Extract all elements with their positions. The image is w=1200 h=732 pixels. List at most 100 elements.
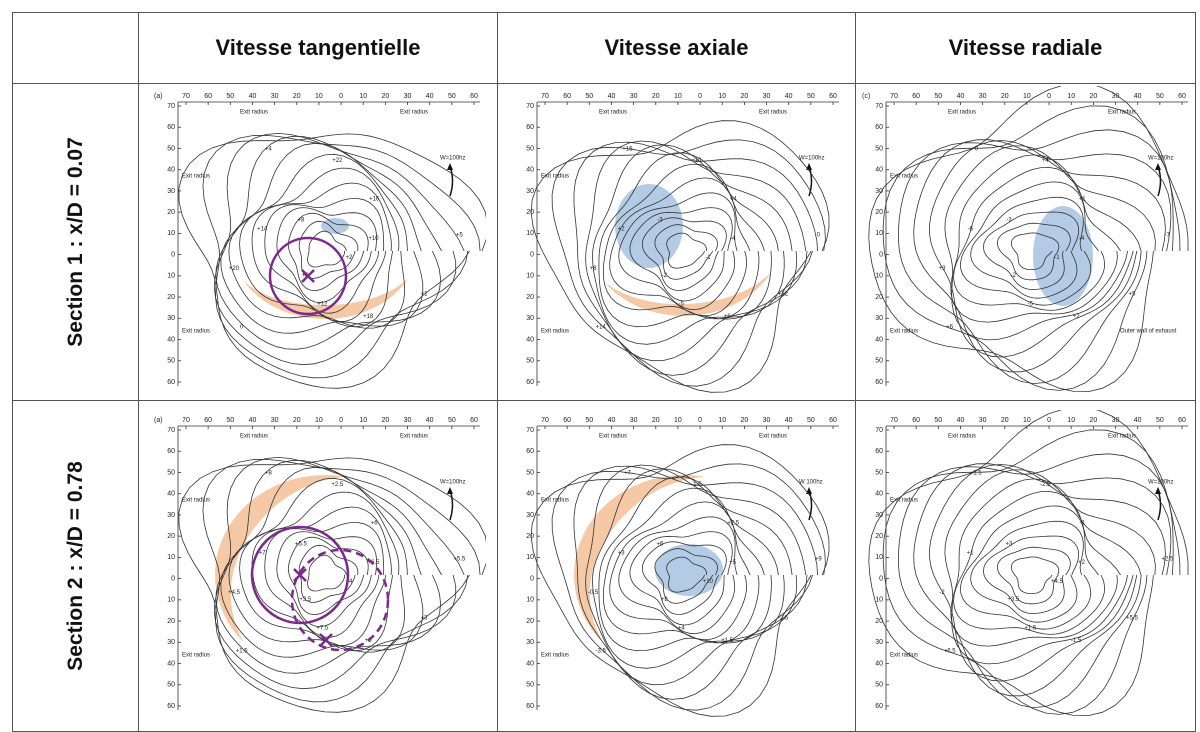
contour-label: +4.5 xyxy=(1050,579,1063,585)
contour-line xyxy=(202,458,481,702)
contour-label: -2 xyxy=(1010,272,1016,278)
contour-label: +4 xyxy=(265,146,273,152)
contour-line xyxy=(943,469,1156,664)
exit-label: Exit radius xyxy=(182,328,210,334)
top-tick-label: 60 xyxy=(829,416,837,423)
left-tick-label: 20 xyxy=(526,532,534,539)
contour-label: -3.5 xyxy=(595,648,606,654)
top-tick-label: 10 xyxy=(359,92,367,99)
contour-plot: 70 60 50 40 30 20 10 0 10 20 30 40 50 60 70 60 50 40 30 20 1… xyxy=(154,416,489,713)
contour-line xyxy=(591,143,792,345)
top-tick-label: 40 xyxy=(956,416,964,423)
contour-label: +6 xyxy=(302,272,310,278)
left-tick-label: 0 xyxy=(530,251,534,258)
top-tick-label: 20 xyxy=(1089,92,1097,99)
contour-label: -3 xyxy=(657,217,663,223)
left-tick-label: 70 xyxy=(875,426,883,433)
top-tick-label: 50 xyxy=(1155,92,1163,99)
contour-label: -1.5 xyxy=(691,481,702,487)
left-tick-label: 0 xyxy=(171,251,175,258)
contour-label: -2 xyxy=(939,589,945,595)
left-tick-label: 40 xyxy=(167,166,175,173)
left-tick-label: 60 xyxy=(167,448,175,455)
top-tick-label: 10 xyxy=(1023,416,1031,423)
top-tick-label: 20 xyxy=(381,416,389,423)
top-tick-label: 60 xyxy=(912,92,920,99)
top-tick-label: 40 xyxy=(607,92,615,99)
contour-label: +4 xyxy=(677,625,685,631)
contour-line xyxy=(928,139,1166,358)
left-tick-label: 60 xyxy=(875,124,883,131)
contour-label: +6 xyxy=(371,520,379,526)
contour-label: +7 xyxy=(623,470,631,476)
contour-line xyxy=(584,464,806,685)
contour-line xyxy=(287,212,369,291)
arrow-head xyxy=(447,162,453,170)
contour-line xyxy=(228,153,408,328)
top-tick-label: 50 xyxy=(585,92,593,99)
exit-label: Exit radius xyxy=(240,109,268,115)
left-tick-label: 50 xyxy=(875,469,883,476)
exit-label: Exit radius xyxy=(890,652,918,658)
exit-label: Exit radius xyxy=(541,328,569,334)
contour-line xyxy=(617,191,737,310)
low-region xyxy=(614,183,683,268)
top-tick-label: 0 xyxy=(339,416,343,423)
left-tick-label: 30 xyxy=(875,511,883,518)
top-tick-label: 50 xyxy=(806,92,814,99)
top-tick-label: 30 xyxy=(978,416,986,423)
contour-label: +7 xyxy=(259,550,267,556)
top-tick-label: 40 xyxy=(1133,416,1141,423)
top-tick-label: 60 xyxy=(563,92,571,99)
vortex-circle xyxy=(290,548,390,651)
left-tick-label: 10 xyxy=(875,596,883,603)
contour-label: +1.5 xyxy=(1024,625,1037,631)
top-tick-label: 40 xyxy=(426,416,434,423)
contour-line xyxy=(982,535,1079,614)
left-tick-label: 40 xyxy=(875,166,883,173)
high-region xyxy=(215,474,346,642)
contour-label: -1.5 xyxy=(971,470,982,476)
top-tick-label: 10 xyxy=(315,92,323,99)
contour-label: +5 xyxy=(729,559,737,565)
exit-label: Exit radius xyxy=(541,652,569,658)
top-tick-label: 20 xyxy=(740,416,748,423)
contour-label: +1 xyxy=(966,550,974,556)
top-tick-label: 50 xyxy=(226,92,234,99)
top-tick-label: 0 xyxy=(1047,416,1051,423)
contour-label: +3.5 xyxy=(299,596,312,602)
top-tick-label: 70 xyxy=(541,416,549,423)
top-tick-label: 30 xyxy=(762,92,770,99)
left-tick-label: 60 xyxy=(875,378,883,385)
panel-cell: 70 60 50 40 30 20 10 0 10 20 30 40 50 60 70 60 50 40 30 20 1… xyxy=(855,83,1196,401)
left-tick-label: 70 xyxy=(526,102,534,109)
contour-line xyxy=(239,491,400,651)
left-tick-label: 50 xyxy=(526,469,534,476)
contour-line xyxy=(996,546,1071,604)
contour-label: -4 xyxy=(729,235,735,241)
panel-tag: (a) xyxy=(154,92,163,99)
left-tick-label: 20 xyxy=(875,532,883,539)
left-tick-label: 30 xyxy=(875,639,883,646)
contour-label: +6 xyxy=(723,313,731,319)
contour-line xyxy=(653,223,718,280)
left-tick-label: 20 xyxy=(526,293,534,300)
top-tick-label: 10 xyxy=(674,92,682,99)
contour-label: +4 xyxy=(345,579,353,585)
vortex-center xyxy=(293,567,333,647)
exit-label: Exit radius xyxy=(890,173,918,179)
low-region xyxy=(654,543,723,596)
contour-label: -1 xyxy=(705,255,711,261)
left-tick-label: 10 xyxy=(875,272,883,279)
contour-line xyxy=(653,547,718,604)
top-tick-label: 70 xyxy=(541,92,549,99)
contour-line xyxy=(213,456,465,689)
top-tick-label: 60 xyxy=(829,92,837,99)
contour-label: -2.5 xyxy=(777,615,788,621)
rotation-label: W=100hz xyxy=(440,479,466,485)
contour-label: +2 xyxy=(1078,559,1086,565)
contour-line xyxy=(1010,555,1059,594)
top-tick-label: 10 xyxy=(1067,92,1075,99)
column-header: Vitesse tangentielle xyxy=(138,12,498,84)
left-tick-label: 30 xyxy=(167,187,175,194)
